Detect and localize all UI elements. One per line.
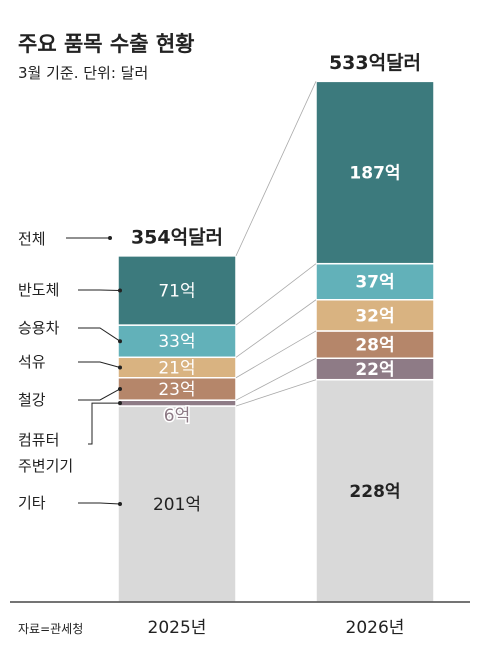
- leader-line: [78, 327, 121, 342]
- leader-dot: [118, 401, 122, 406]
- value-label: 32억: [355, 306, 394, 326]
- leader-dot: [118, 386, 122, 391]
- bar-segment: [117, 255, 237, 326]
- bar-segment: [117, 324, 237, 359]
- leader-dot: [118, 288, 122, 293]
- total-label: 533억달러: [329, 52, 421, 74]
- connector-line: [235, 81, 317, 257]
- x-tick-label: 2025년: [148, 618, 207, 638]
- value-label: 22억: [355, 360, 394, 380]
- connector-line: [235, 379, 317, 407]
- legend-label: 기타: [18, 494, 46, 512]
- value-label: 71억: [158, 281, 195, 301]
- legend-label: 승용차: [18, 319, 60, 337]
- chart-subtitle: 3월 기준. 단위: 달러: [18, 64, 149, 82]
- bar-segment: [315, 262, 435, 301]
- leader-line: [78, 388, 121, 401]
- value-label: 201억: [153, 495, 201, 515]
- legend-label: 컴퓨터 주변기기: [18, 431, 74, 475]
- bar-segment: [315, 80, 435, 265]
- chart-title: 주요 품목 수출 현황: [18, 32, 195, 56]
- value-label: 37억: [355, 273, 394, 293]
- leader-line: [78, 361, 121, 368]
- total-label: 354억달러: [131, 226, 223, 248]
- bar-segment: [315, 330, 435, 360]
- bar-segment: [315, 299, 435, 332]
- leader-dot: [118, 365, 122, 370]
- value-label: 228억: [349, 482, 400, 502]
- connector-line: [235, 263, 317, 326]
- legend-label: 반도체: [18, 281, 60, 299]
- value-label: 187억: [349, 164, 400, 184]
- value-label: 21억: [158, 359, 195, 379]
- legend-label: 석유: [18, 353, 46, 371]
- legend-label: 철강: [18, 391, 46, 409]
- value-label: 6억: [164, 406, 190, 426]
- connector-line: [235, 357, 317, 401]
- leader-line: [78, 502, 121, 505]
- leader-dot: [118, 502, 122, 507]
- leader-dot: [118, 339, 122, 344]
- leader-dot: [108, 236, 112, 240]
- source: 자료=관세청: [18, 622, 84, 636]
- value-label: 28억: [355, 336, 394, 356]
- connector-line: [235, 330, 317, 379]
- value-label: 33억: [158, 332, 195, 352]
- connector-line: [235, 299, 317, 358]
- bar-segment: [117, 405, 237, 603]
- value-label: 23억: [158, 380, 195, 400]
- total-name: 전체: [18, 230, 46, 248]
- leader-line: [88, 402, 120, 445]
- x-tick-label: 2026년: [346, 618, 405, 638]
